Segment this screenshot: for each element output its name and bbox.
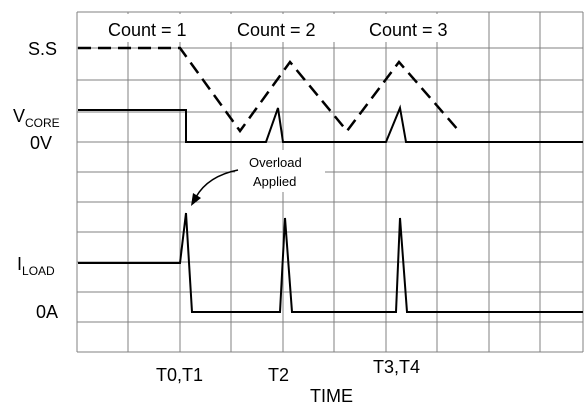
zero-a-label: 0A: [36, 302, 58, 322]
annotation-line-2: Applied: [253, 174, 296, 189]
vcore-label-sub: CORE: [25, 116, 60, 130]
count-2-mask: [233, 14, 343, 42]
vcore-label: VCORE: [13, 106, 60, 130]
annotation-line-1: Overload: [249, 155, 302, 170]
ss-label: S.S: [28, 39, 57, 59]
tick-t2: T2: [268, 365, 289, 385]
iload-label-sub: LOAD: [22, 264, 55, 278]
x-axis-label: TIME: [310, 386, 353, 406]
annotation-mask: [235, 150, 325, 192]
count-3-label: Count = 3: [369, 20, 448, 40]
zero-v-label: 0V: [30, 133, 52, 153]
overload-arrowhead: [191, 193, 201, 206]
ss-trace: [78, 46, 460, 134]
vcore-trace: [78, 104, 583, 143]
count-1-mask: [104, 14, 236, 42]
grid: [76, 11, 584, 353]
count-2-label: Count = 2: [237, 20, 316, 40]
count-1-label: Count = 1: [108, 20, 187, 40]
overload-arrow: [195, 169, 239, 198]
vcore-label-main: V: [13, 106, 25, 126]
iload-label-main: I: [17, 254, 22, 274]
tick-t0-t1: T0,T1: [156, 365, 203, 385]
iload-label: ILOAD: [17, 254, 55, 278]
count-3-mask: [366, 14, 478, 42]
iload-trace: [78, 212, 583, 313]
tick-t3-t4: T3,T4: [373, 357, 420, 377]
